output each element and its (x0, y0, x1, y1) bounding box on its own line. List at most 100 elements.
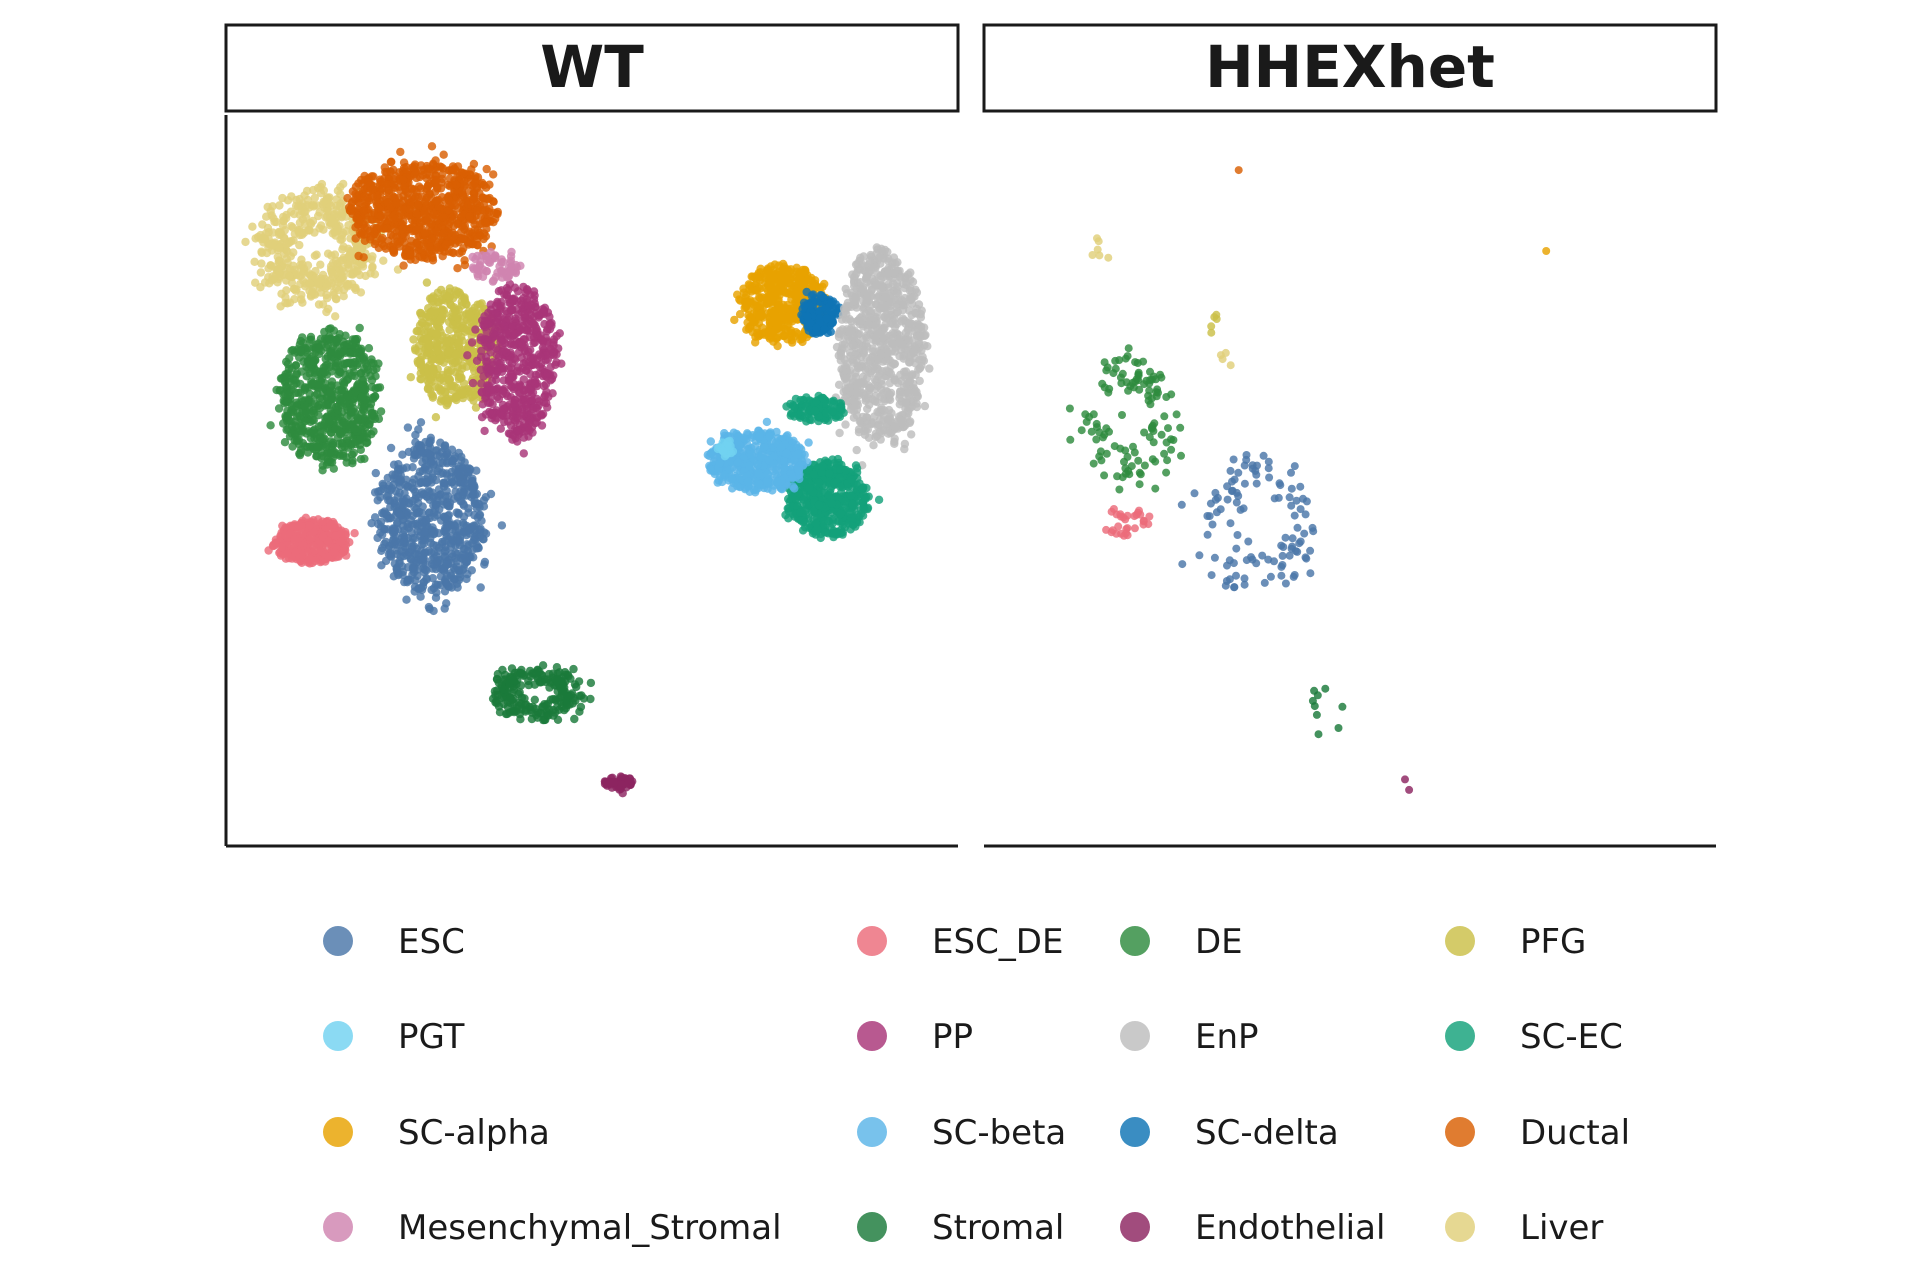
cell-point (480, 426, 489, 436)
cell-point (538, 343, 547, 352)
cell-point (432, 338, 441, 347)
cell-point (388, 470, 397, 479)
cell-point (800, 301, 809, 311)
cell-point (417, 253, 427, 262)
cell-point (331, 312, 340, 321)
cell-point (472, 184, 482, 193)
cell-point (452, 180, 461, 190)
cell-point (389, 247, 398, 256)
cell-point (312, 250, 321, 259)
cell-point (469, 480, 478, 489)
cell-point (350, 371, 359, 381)
cell-point (424, 181, 433, 191)
cell-point (427, 294, 436, 303)
cell-point (368, 252, 377, 261)
cell-point (298, 333, 307, 342)
cell-point (271, 270, 281, 280)
cell-point (355, 435, 365, 445)
cell-point (325, 449, 334, 458)
cell-point (472, 356, 482, 365)
cell-point (262, 248, 272, 258)
cell-point (775, 271, 785, 280)
cell-point (313, 442, 322, 452)
cell-point (410, 503, 419, 512)
cell-point (469, 195, 478, 204)
cell-point (519, 449, 528, 458)
cell-point (421, 515, 431, 525)
cell-point (305, 554, 315, 563)
cell-point (277, 374, 287, 383)
cell-point (418, 582, 428, 591)
cell-point (446, 381, 455, 390)
cell-point (280, 226, 289, 235)
cell-point (371, 468, 380, 478)
cell-point (346, 349, 355, 358)
cell-point (326, 265, 336, 274)
cell-point (453, 219, 462, 229)
cell-point (333, 186, 343, 195)
cell-point (403, 423, 413, 432)
cell-point (372, 364, 381, 373)
cell-point (283, 390, 293, 399)
cell-point (320, 401, 329, 410)
cell-point (292, 398, 301, 407)
cell-point (468, 252, 477, 262)
cell-point (266, 261, 275, 270)
cell-point (378, 479, 387, 489)
cell-point (417, 353, 426, 362)
cell-point (469, 159, 479, 169)
cell-point (778, 259, 788, 269)
cell-point (529, 287, 539, 296)
cell-point (869, 441, 878, 450)
cell-point (321, 213, 330, 222)
cell-point (820, 325, 829, 334)
cell-point (337, 408, 347, 417)
cell-point (294, 227, 303, 237)
cell-point (367, 430, 376, 439)
cell-point (402, 245, 411, 254)
cell-point (395, 559, 404, 568)
cell-point (340, 442, 349, 451)
cell-point (472, 544, 481, 553)
cell-point (374, 519, 383, 529)
cell-point (475, 262, 484, 271)
cell-point (422, 478, 432, 487)
cell-point (392, 232, 401, 241)
cell-point (467, 566, 476, 575)
cell-point (386, 548, 395, 557)
cell-point (275, 201, 284, 210)
cell-point (416, 326, 425, 336)
cell-point (403, 576, 412, 585)
cell-point (464, 508, 473, 517)
cell-point (418, 502, 427, 511)
cell-point (767, 292, 776, 301)
cell-point (475, 511, 484, 520)
cell-point (431, 500, 440, 510)
cell-point (320, 434, 329, 443)
cell-point (433, 556, 442, 565)
cell-point (398, 530, 408, 539)
cell-point (441, 388, 450, 397)
cell-point (467, 492, 476, 502)
cell-point (439, 306, 448, 315)
cell-point (421, 560, 430, 569)
cell-point (440, 441, 450, 450)
cell-point (259, 238, 268, 247)
cell-point (807, 291, 816, 300)
cell-point (512, 426, 522, 435)
cell-point (274, 404, 284, 413)
cell-point (763, 266, 773, 275)
cell-point (438, 164, 448, 173)
cell-point (305, 521, 314, 530)
cell-point (445, 582, 454, 591)
cell-point (431, 156, 440, 165)
cell-point (457, 496, 466, 505)
cell-point (462, 540, 472, 549)
cell-point (314, 411, 323, 420)
cell-point (305, 226, 314, 235)
cell-point (477, 299, 486, 308)
cell-point (870, 412, 879, 421)
cell-point (801, 266, 810, 275)
cell-point (319, 197, 328, 206)
cell-point (509, 379, 518, 389)
